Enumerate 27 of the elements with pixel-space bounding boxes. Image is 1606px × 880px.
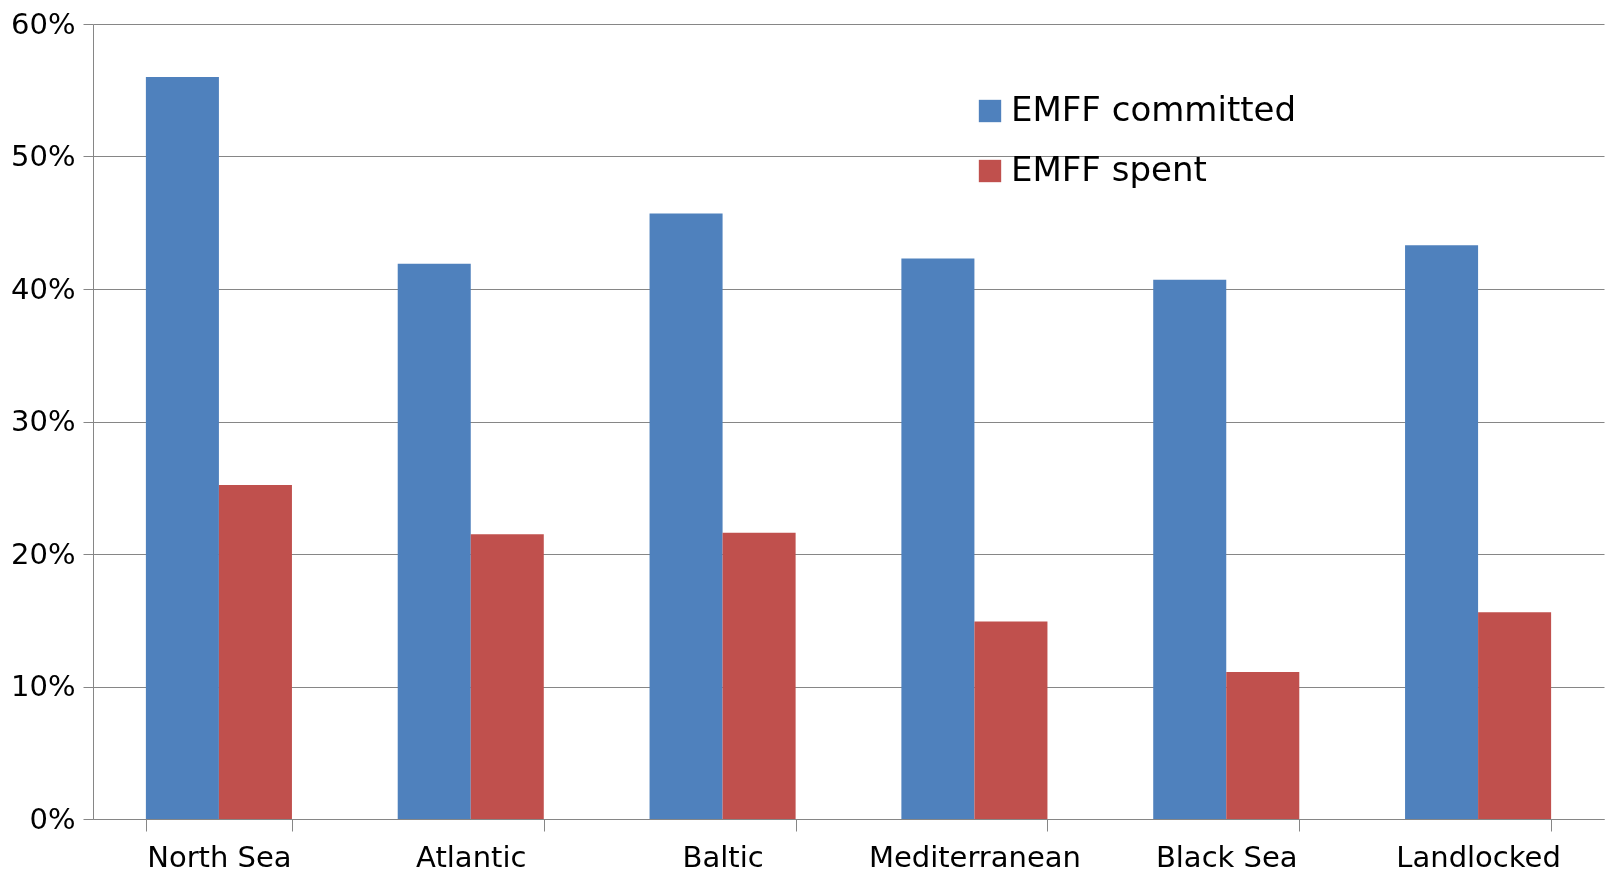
legend-label: EMFF spent <box>1011 149 1207 189</box>
y-tick-label: 20% <box>11 536 76 571</box>
bar <box>1153 279 1227 819</box>
y-tick-label: 30% <box>11 404 76 438</box>
bar <box>974 621 1048 819</box>
legend-label: EMFF committed <box>1011 89 1297 129</box>
x-tick-label: Mediterranean <box>868 839 1081 874</box>
bar <box>722 532 796 819</box>
x-tick-label: Baltic <box>682 839 764 874</box>
bar <box>1478 612 1552 819</box>
y-tick-label: 40% <box>11 271 76 306</box>
x-tick-label: Atlantic <box>416 839 527 874</box>
bar <box>1226 671 1300 819</box>
bar <box>649 213 723 819</box>
bar <box>901 258 975 819</box>
y-tick-label: 60% <box>11 6 76 41</box>
x-tick-label: Landlocked <box>1396 839 1561 874</box>
y-tick-label: 10% <box>11 669 76 703</box>
y-tick-label: 50% <box>11 139 76 173</box>
bar <box>397 263 471 819</box>
bar <box>470 534 544 819</box>
x-tick-label: North Sea <box>147 839 292 874</box>
bar <box>1405 245 1479 819</box>
x-tick-label: Black Sea <box>1155 839 1298 874</box>
y-tick-label: 0% <box>29 801 76 836</box>
bar <box>145 77 219 819</box>
bar <box>218 485 292 819</box>
